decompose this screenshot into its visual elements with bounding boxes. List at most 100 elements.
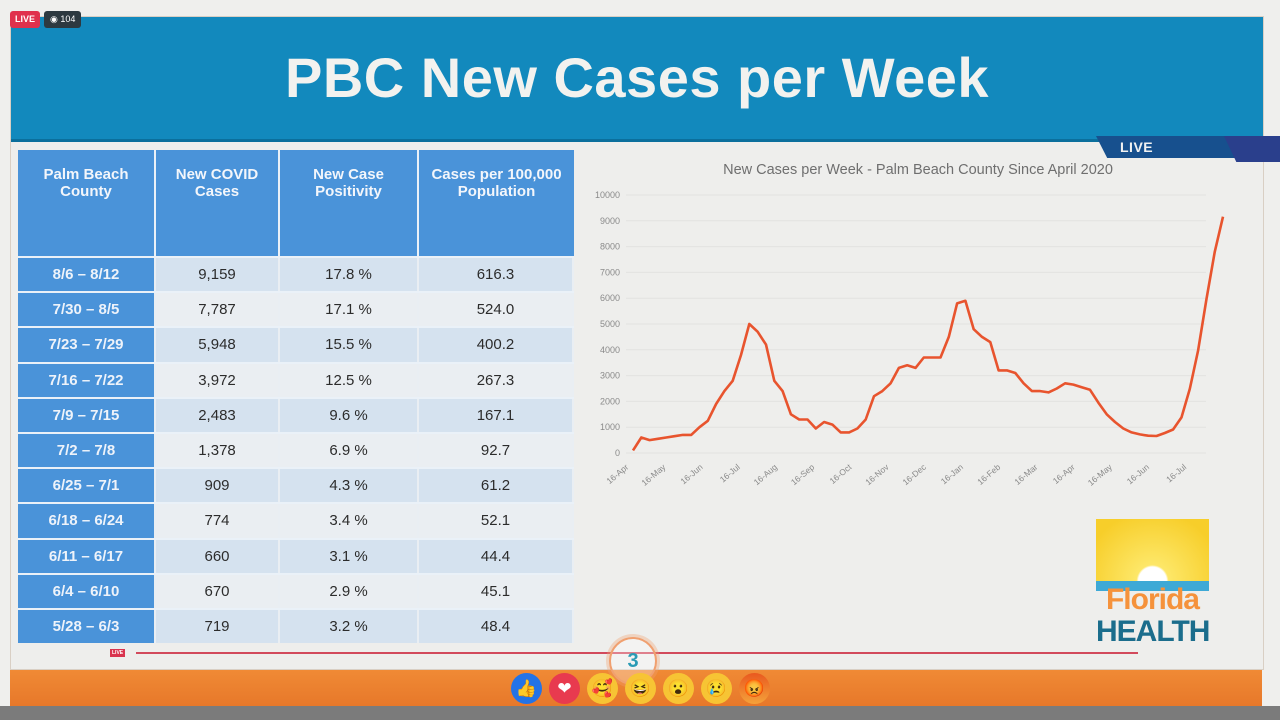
week-cell: 6/11 – 6/17 — [18, 539, 156, 573]
svg-text:16-Jun: 16-Jun — [678, 462, 705, 487]
positivity-cell: 15.5 % — [280, 328, 419, 362]
cases-line — [631, 216, 1225, 452]
per-100k-cell: 48.4 — [419, 609, 574, 644]
florida-health-logo: Florida HEALTH — [1096, 519, 1210, 648]
svg-text:10000: 10000 — [595, 190, 620, 200]
svg-text:16-Jun: 16-Jun — [1125, 462, 1152, 487]
svg-text:6000: 6000 — [600, 293, 620, 303]
viewer-count: ◉ 104 — [44, 11, 82, 28]
svg-text:16-Jan: 16-Jan — [939, 462, 966, 487]
svg-text:4000: 4000 — [600, 345, 620, 355]
week-cell: 7/9 – 7/15 — [18, 398, 156, 432]
table-row: 6/4 – 6/10 670 2.9 % 45.1 — [18, 572, 574, 608]
cases-cell: 3,972 — [156, 363, 280, 397]
svg-text:16-Aug: 16-Aug — [752, 462, 780, 487]
positivity-cell: 3.2 % — [280, 609, 419, 644]
svg-text:8000: 8000 — [600, 242, 620, 252]
table-row: 7/9 – 7/15 2,483 9.6 % 167.1 — [18, 396, 574, 432]
svg-text:1000: 1000 — [600, 422, 620, 432]
week-cell: 6/25 – 7/1 — [18, 469, 156, 503]
week-cell: 5/28 – 6/3 — [18, 609, 156, 644]
love-reaction-icon[interactable]: ❤ — [549, 673, 580, 704]
positivity-cell: 17.1 % — [280, 293, 419, 327]
week-cell: 7/30 – 8/5 — [18, 293, 156, 327]
cases-cell: 660 — [156, 539, 280, 573]
per-100k-cell: 400.2 — [419, 328, 574, 362]
svg-text:16-May: 16-May — [639, 461, 668, 487]
week-cell: 7/2 – 7/8 — [18, 433, 156, 468]
week-cell: 7/23 – 7/29 — [18, 328, 156, 362]
positivity-cell: 3.4 % — [280, 504, 419, 538]
cases-cell: 719 — [156, 609, 280, 644]
sun-icon — [1096, 519, 1209, 581]
chart-plot: 0 1000 2000 3000 4000 5000 6000 7000 8000 9000 100… — [595, 190, 1225, 488]
table-row: 5/28 – 6/3 719 3.2 % 48.4 — [18, 607, 574, 644]
svg-text:3000: 3000 — [600, 371, 620, 381]
per-100k-cell: 167.1 — [419, 398, 574, 432]
table-row: 7/2 – 7/8 1,378 6.9 % 92.7 — [18, 431, 574, 468]
cases-cell: 9,159 — [156, 258, 280, 292]
cases-cell: 5,948 — [156, 328, 280, 362]
live-badge: LIVE — [10, 11, 41, 28]
per-100k-cell: 45.1 — [419, 574, 574, 608]
header-per-100k: Cases per 100,000 Population — [419, 150, 574, 256]
cases-cell: 774 — [156, 504, 280, 538]
table-row: 6/18 – 6/24 774 3.4 % 52.1 — [18, 502, 574, 538]
haha-reaction-icon[interactable]: 😆 — [625, 673, 656, 704]
svg-text:0: 0 — [615, 448, 620, 458]
table-row: 7/16 – 7/22 3,972 12.5 % 267.3 — [18, 361, 574, 397]
line-chart: New Cases per Week - Palm Beach County S… — [586, 150, 1250, 510]
progress-live-badge: LIVE — [110, 649, 126, 657]
video-bottom-edge — [0, 706, 1280, 720]
positivity-cell: 2.9 % — [280, 574, 419, 608]
week-cell: 8/6 – 8/12 — [18, 258, 156, 292]
cases-table: Palm Beach County New COVID Cases New Ca… — [18, 150, 574, 644]
week-cell: 6/4 – 6/10 — [18, 574, 156, 608]
svg-text:9000: 9000 — [600, 216, 620, 226]
sad-reaction-icon[interactable]: 😢 — [701, 673, 732, 704]
eye-icon: ◉ — [50, 14, 58, 24]
header-county: Palm Beach County — [18, 150, 156, 256]
table-row: 6/25 – 7/1 909 4.3 % 61.2 — [18, 467, 574, 503]
table-row: 8/6 – 8/12 9,159 17.8 % 616.3 — [18, 256, 574, 292]
svg-text:7000: 7000 — [600, 267, 620, 277]
positivity-cell: 12.5 % — [280, 363, 419, 397]
reactions-row: 👍 ❤ 🥰 😆 😮 😢 😡 — [511, 673, 770, 704]
svg-text:16-May: 16-May — [1086, 461, 1115, 487]
svg-text:16-Oct: 16-Oct — [828, 461, 854, 485]
table-row: 7/30 – 8/5 7,787 17.1 % 524.0 — [18, 291, 574, 327]
table-row: 6/11 – 6/17 660 3.1 % 44.4 — [18, 537, 574, 573]
svg-text:5000: 5000 — [600, 319, 620, 329]
per-100k-cell: 616.3 — [419, 258, 574, 292]
svg-text:16-Nov: 16-Nov — [863, 461, 891, 487]
per-100k-cell: 44.4 — [419, 539, 574, 573]
cases-cell: 909 — [156, 469, 280, 503]
table-body: 8/6 – 8/12 9,159 17.8 % 616.3 7/30 – 8/5 7,78… — [18, 256, 574, 644]
chart-title: New Cases per Week - Palm Beach County S… — [723, 162, 1113, 178]
positivity-cell: 3.1 % — [280, 539, 419, 573]
live-tag: LIVE — [1096, 136, 1280, 162]
table-header: Palm Beach County New COVID Cases New Ca… — [18, 150, 574, 256]
week-cell: 6/18 – 6/24 — [18, 504, 156, 538]
slide-title: PBC New Cases per Week — [284, 46, 990, 109]
positivity-cell: 4.3 % — [280, 469, 419, 503]
cases-cell: 1,378 — [156, 433, 280, 468]
wow-reaction-icon[interactable]: 😮 — [663, 673, 694, 704]
svg-text:16-Apr: 16-Apr — [604, 462, 630, 486]
positivity-cell: 17.8 % — [280, 258, 419, 292]
svg-text:16-Apr: 16-Apr — [1051, 462, 1077, 486]
per-100k-cell: 52.1 — [419, 504, 574, 538]
stream-badges: LIVE ◉ 104 — [10, 11, 82, 28]
svg-text:16-Dec: 16-Dec — [900, 461, 928, 487]
angry-reaction-icon[interactable]: 😡 — [739, 673, 770, 704]
table-row: 7/23 – 7/29 5,948 15.5 % 400.2 — [18, 326, 574, 362]
svg-text:2000: 2000 — [600, 396, 620, 406]
care-reaction-icon[interactable]: 🥰 — [587, 673, 618, 704]
positivity-cell: 9.6 % — [280, 398, 419, 432]
per-100k-cell: 524.0 — [419, 293, 574, 327]
cases-cell: 670 — [156, 574, 280, 608]
cases-cell: 7,787 — [156, 293, 280, 327]
like-reaction-icon[interactable]: 👍 — [511, 673, 542, 704]
svg-text:16-Jul: 16-Jul — [1164, 462, 1188, 485]
